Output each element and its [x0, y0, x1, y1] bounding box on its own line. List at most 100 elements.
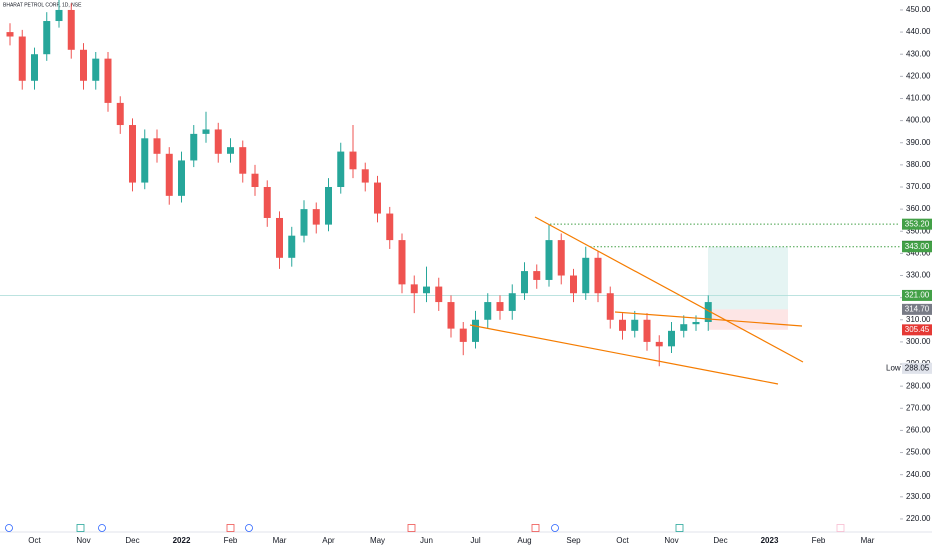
- y-tick-label: 300.00: [906, 337, 931, 346]
- event-icons: [5, 524, 845, 532]
- x-tick-label: Nov: [76, 536, 90, 545]
- price-label-box: [902, 289, 932, 301]
- trend-line: [614, 311, 803, 327]
- price-label-box: [902, 324, 932, 336]
- candle-body: [227, 147, 234, 154]
- candle-body: [349, 151, 357, 170]
- candle-body: [423, 286, 430, 294]
- price-label: 305.45: [905, 325, 930, 334]
- x-tick-label: Dec: [125, 536, 139, 545]
- y-tick-label: 260.00: [906, 426, 931, 435]
- price-label: 343.00: [905, 242, 930, 251]
- candle-body: [300, 209, 308, 236]
- candle-body: [276, 217, 283, 258]
- candle-body: [570, 275, 577, 294]
- y-tick-label: 420.00: [906, 71, 931, 80]
- candle-body: [251, 173, 259, 187]
- trend-line: [469, 324, 779, 385]
- y-tick-label: 240.00: [906, 470, 931, 479]
- candle-body: [594, 257, 602, 294]
- candle-body: [214, 129, 222, 154]
- price-label-box: [902, 218, 932, 230]
- candle-body: [374, 182, 381, 214]
- y-tick-label: 330.00: [906, 271, 931, 280]
- event-icon: [226, 524, 235, 532]
- y-tick-label: 310.00: [906, 315, 931, 324]
- event-icon: [245, 524, 253, 532]
- event-icon: [836, 524, 845, 532]
- candle-body: [655, 341, 663, 347]
- candle-body: [484, 302, 492, 320]
- x-tick-label: Jun: [420, 536, 433, 545]
- price-label-box: [902, 241, 932, 253]
- y-tick-label: 380.00: [906, 160, 931, 169]
- candle-body: [472, 319, 479, 342]
- price-label: 353.20: [905, 219, 930, 228]
- x-tick-label: Mar: [861, 536, 875, 545]
- price-label: 314.70: [905, 304, 930, 313]
- candle-body: [668, 330, 675, 347]
- y-tick-label: 220.00: [906, 514, 931, 523]
- y-tick-label: 440.00: [906, 27, 931, 36]
- event-icon: [5, 524, 13, 532]
- candle-body: [116, 102, 124, 126]
- y-tick-label: 270.00: [906, 403, 931, 412]
- y-tick-label: 280.00: [906, 381, 931, 390]
- candle-body: [129, 125, 136, 183]
- candle-body: [386, 213, 394, 241]
- event-icon: [531, 524, 540, 532]
- candle-body: [521, 271, 528, 294]
- x-tick-label: 2022: [173, 536, 191, 545]
- low-value-label: 288.05: [905, 363, 930, 372]
- position-profit-zone: [708, 246, 788, 310]
- candle-body: [239, 147, 247, 174]
- candle-body: [496, 302, 504, 311]
- x-tick-label: Sep: [566, 536, 581, 545]
- candle-body: [680, 324, 688, 331]
- x-tick-label: 2023: [761, 536, 779, 545]
- candle-body: [43, 21, 51, 55]
- candle-body: [6, 32, 14, 37]
- candle-body: [80, 49, 87, 81]
- y-tick-label: 230.00: [906, 492, 931, 501]
- candle-body: [202, 129, 210, 134]
- candle-body: [263, 186, 271, 218]
- candle-body: [606, 293, 614, 320]
- candle-body: [165, 153, 173, 196]
- candle-body: [643, 319, 651, 342]
- chart-title: BHARAT PETROL CORP, 1D, NSE: [3, 2, 82, 8]
- candle-body: [447, 302, 455, 329]
- candle-body: [692, 321, 700, 325]
- candle-body: [55, 9, 63, 22]
- x-tick-label: Feb: [224, 536, 238, 545]
- x-tick-label: May: [370, 536, 385, 545]
- x-tick-label: Nov: [664, 536, 678, 545]
- candle-body: [704, 302, 712, 322]
- event-icon: [76, 524, 85, 532]
- y-tick-label: 360.00: [906, 204, 931, 213]
- candle-body: [178, 160, 185, 196]
- candle-body: [288, 235, 296, 258]
- candle-body: [361, 169, 369, 183]
- candle-body: [104, 58, 112, 103]
- y-tick-label: 340.00: [906, 248, 931, 257]
- candle-body: [190, 133, 198, 161]
- candle-body: [337, 151, 345, 187]
- trend-lines: [469, 216, 804, 385]
- y-tick-label: 430.00: [906, 49, 931, 58]
- x-tick-label: Aug: [517, 536, 531, 545]
- x-tick-label: Oct: [616, 536, 629, 545]
- event-icon: [98, 524, 106, 532]
- candle-body: [459, 328, 467, 342]
- y-tick-label: 350.00: [906, 226, 931, 235]
- position-loss-zone: [708, 309, 788, 330]
- candle-body: [153, 138, 161, 154]
- candle-body: [312, 209, 320, 225]
- candle-body: [410, 284, 418, 294]
- candle-body: [435, 286, 443, 303]
- price-label: 321.00: [905, 291, 930, 300]
- y-tick-label: 390.00: [906, 138, 931, 147]
- x-tick-label: Apr: [322, 536, 335, 545]
